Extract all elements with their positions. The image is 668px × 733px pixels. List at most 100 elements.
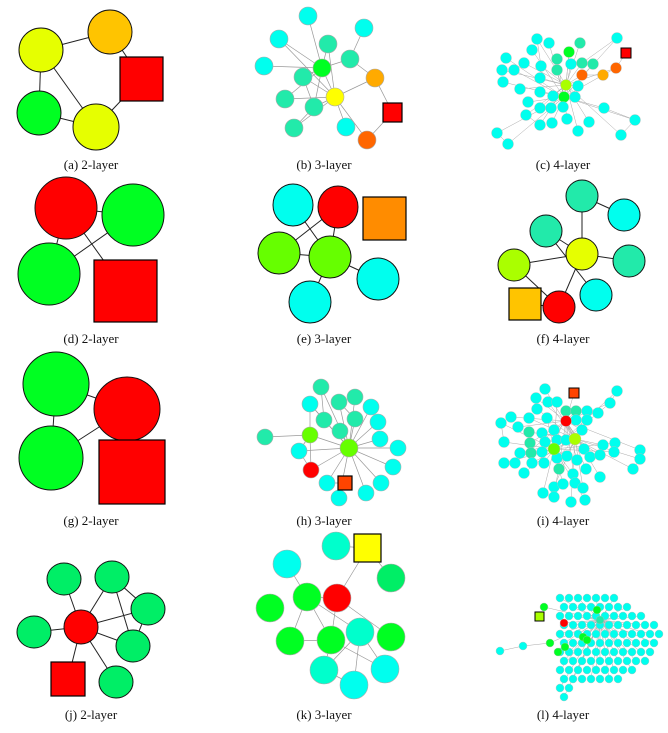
circle-node	[627, 647, 637, 657]
circle-node	[631, 638, 641, 648]
circle-node	[541, 412, 553, 424]
circle-node	[255, 593, 285, 623]
circle-node	[627, 463, 639, 475]
square-node	[382, 102, 403, 123]
circle-node	[370, 654, 400, 684]
circle-node	[551, 64, 563, 76]
circle-node	[609, 629, 619, 639]
circle-node	[610, 62, 622, 74]
circle-node	[514, 447, 526, 459]
square-node	[362, 196, 407, 241]
circle-node	[317, 185, 359, 229]
circle-node	[576, 424, 588, 436]
circle-node	[627, 629, 637, 639]
edge	[522, 642, 551, 647]
circle-node	[257, 231, 301, 275]
circle-node	[570, 414, 582, 426]
circle-node	[312, 58, 332, 78]
circle-node	[579, 494, 591, 506]
edge	[531, 49, 565, 98]
circle-node	[560, 415, 572, 427]
circle-node	[376, 622, 406, 652]
circle-node	[636, 629, 646, 639]
circle-node	[495, 417, 507, 429]
circle-node	[611, 385, 623, 397]
circle-node	[640, 638, 650, 648]
circle-node	[582, 593, 592, 603]
circle-node	[508, 64, 520, 76]
circle-node	[555, 611, 565, 621]
circle-node	[384, 458, 402, 476]
circle-node	[613, 638, 623, 648]
circle-node	[615, 129, 627, 141]
circle-node	[600, 629, 610, 639]
circle-node	[586, 656, 596, 666]
circle-node	[339, 670, 369, 700]
circle-node	[604, 602, 614, 612]
caption-k: (k) 3-layer	[296, 707, 352, 722]
circle-node	[98, 665, 134, 699]
circle-node	[565, 237, 599, 271]
square-node	[119, 56, 164, 102]
circle-node	[636, 611, 646, 621]
square-node	[568, 387, 580, 399]
circle-node	[321, 531, 351, 561]
circle-node	[18, 425, 84, 491]
circle-node	[536, 446, 548, 458]
circle-node	[284, 118, 304, 138]
edge	[529, 420, 567, 444]
circle-node	[592, 407, 604, 419]
circle-node	[582, 635, 592, 645]
circle-node	[612, 244, 646, 278]
circle-node	[587, 58, 599, 70]
circle-node	[16, 615, 52, 649]
circle-node	[372, 474, 390, 492]
circle-node	[371, 430, 389, 448]
circle-node	[292, 582, 322, 612]
circle-node	[275, 89, 295, 109]
circle-node	[555, 593, 565, 603]
circle-node	[275, 626, 305, 656]
circle-node	[34, 176, 98, 240]
circle-node	[634, 453, 646, 465]
circle-node	[46, 562, 82, 596]
panel-c	[491, 32, 641, 150]
circle-node	[618, 611, 628, 621]
circle-node	[582, 611, 592, 621]
circle-node	[600, 593, 610, 603]
circle-node	[529, 214, 563, 248]
circle-node	[568, 674, 578, 684]
circle-node	[565, 179, 599, 213]
circle-node	[526, 457, 538, 469]
circle-node	[565, 496, 577, 508]
circle-node	[598, 102, 610, 114]
circle-node	[561, 113, 573, 125]
circle-node	[640, 620, 650, 630]
edge	[535, 397, 567, 422]
circle-node	[560, 642, 570, 652]
circle-node	[577, 674, 587, 684]
panel-d	[17, 176, 165, 323]
circle-node	[586, 620, 596, 630]
circle-node	[581, 414, 593, 426]
edge	[581, 37, 618, 64]
caption-l: (l) 4-layer	[536, 707, 590, 722]
circle-node	[325, 87, 345, 107]
caption-a: (a) 2-layer	[63, 157, 119, 172]
circle-node	[330, 393, 348, 411]
circle-node	[547, 442, 561, 456]
panel-l	[495, 593, 664, 702]
circle-node	[539, 602, 549, 612]
circle-node	[559, 674, 569, 684]
square-node	[534, 611, 545, 622]
circle-node	[595, 638, 605, 648]
circle-node	[537, 487, 549, 499]
square-node	[337, 475, 353, 491]
circle-node	[293, 67, 313, 87]
circle-node	[336, 117, 356, 137]
square-node	[93, 259, 158, 323]
circle-node	[559, 692, 569, 702]
circle-node	[576, 69, 588, 81]
circle-node	[586, 674, 596, 684]
